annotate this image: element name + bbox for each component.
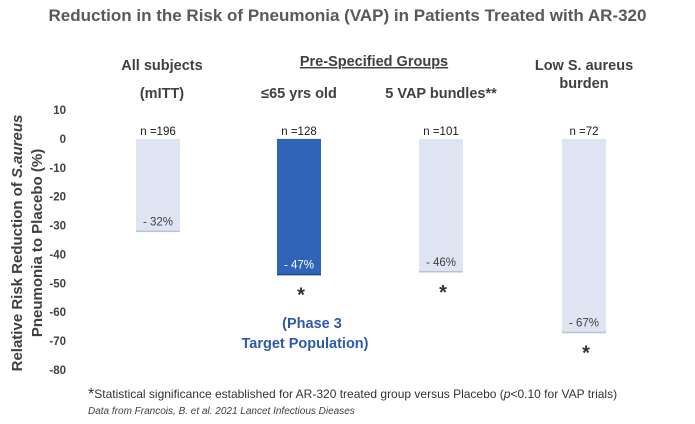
significance-asterisk: * xyxy=(297,285,305,307)
group-label: burden xyxy=(559,76,608,92)
bar xyxy=(562,138,606,333)
bar xyxy=(419,138,463,272)
value-label: - 32% xyxy=(143,216,173,228)
value-label: - 47% xyxy=(284,260,314,272)
y-tick-label: -80 xyxy=(49,365,66,377)
y-tick-label: -70 xyxy=(49,336,66,348)
target-population-line2: Target Population) xyxy=(241,336,368,352)
group-label: All subjects xyxy=(121,58,202,74)
y-axis-label-line1: Relative Risk Reduction of S.aureus xyxy=(9,115,26,372)
y-tick-label: -50 xyxy=(49,278,66,290)
y-tick-label: -60 xyxy=(49,307,66,319)
data-source-note: Data from Francois, B. et al. 2021 Lance… xyxy=(88,406,355,417)
group-label: 5 VAP bundles** xyxy=(385,86,497,102)
y-tick-label: -10 xyxy=(49,163,66,175)
bar xyxy=(136,138,180,232)
y-tick-label: -20 xyxy=(49,192,66,204)
bar xyxy=(277,138,321,275)
significance-asterisk: * xyxy=(439,282,447,304)
group-label: Low S. aureus xyxy=(535,58,633,74)
y-tick-label: -30 xyxy=(49,221,66,233)
y-tick-label: -40 xyxy=(49,249,66,261)
y-tick-label: 10 xyxy=(53,105,66,117)
value-label: - 67% xyxy=(569,317,599,329)
group-label: ≤65 yrs old xyxy=(261,86,337,102)
chart-title: Reduction in the Risk of Pneumonia (VAP)… xyxy=(48,6,647,25)
significance-footnote: *Statistical significance established fo… xyxy=(88,386,618,403)
significance-asterisk: * xyxy=(582,342,590,364)
n-label: n =128 xyxy=(281,126,317,138)
y-axis-label-line2: Pneumonia to Placebo (%) xyxy=(29,149,46,337)
y-tick-label: 0 xyxy=(60,134,66,146)
n-label: n =72 xyxy=(569,126,598,138)
n-label: n =196 xyxy=(140,126,176,138)
n-label: n =101 xyxy=(423,126,459,138)
group-label: (mITT) xyxy=(140,86,184,102)
target-population-line1: (Phase 3 xyxy=(282,316,342,332)
pre-specified-groups-label: Pre-Specified Groups xyxy=(300,54,448,70)
value-label: - 46% xyxy=(426,257,456,269)
